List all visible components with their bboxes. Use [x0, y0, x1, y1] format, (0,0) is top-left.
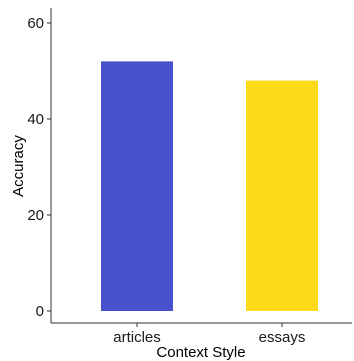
- bar-articles: [101, 61, 173, 312]
- x-tick-label-articles: articles: [113, 329, 161, 346]
- axes-layer: [50, 8, 352, 324]
- y-tick-label: 20: [27, 207, 44, 224]
- y-axis-title: Accuracy: [10, 135, 27, 197]
- x-tick-label-essays: essays: [259, 329, 306, 346]
- x-axis-title: Context Style: [156, 344, 245, 361]
- y-tick-label: 0: [36, 303, 44, 320]
- bars-layer: [101, 61, 318, 312]
- y-tick-label: 60: [27, 15, 44, 32]
- x-ticks-layer: articles essays: [113, 323, 305, 346]
- y-ticks-layer: 0 20 40 60: [27, 15, 51, 320]
- bar-essays: [246, 80, 318, 311]
- y-tick-label: 40: [27, 111, 44, 128]
